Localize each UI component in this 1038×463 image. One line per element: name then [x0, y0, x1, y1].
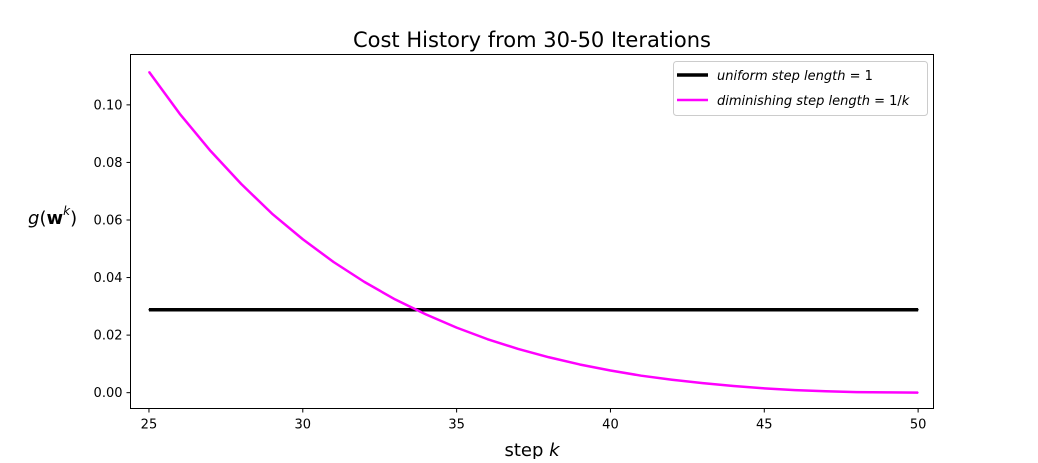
data-point-s0-24	[886, 309, 888, 311]
data-point-s1-19	[732, 385, 735, 387]
plot-frame	[130, 54, 934, 409]
data-point-s0-5	[302, 309, 304, 311]
plot-area	[147, 71, 919, 394]
legend-label-diminishing: diminishing step length = 1/k	[717, 94, 910, 109]
x-tick-label-3: 40	[602, 418, 619, 433]
data-point-s1-12	[517, 348, 519, 350]
y-tick-label-3: 0.06	[94, 213, 123, 228]
data-point-s0-1	[179, 309, 181, 311]
data-point-s1-1	[179, 113, 181, 115]
legend: uniform step length = 1 diminishing step…	[673, 61, 928, 116]
y-axis-label-open: (	[39, 208, 46, 229]
x-tick-label-0: 25	[141, 418, 158, 433]
data-point-s1-5	[302, 238, 304, 240]
x-tick-label-1: 30	[295, 418, 312, 433]
data-point-s1-10	[456, 327, 458, 329]
x-tick-label-2: 35	[448, 418, 465, 433]
data-point-s0-10	[456, 309, 458, 311]
y-tick-label-2: 0.04	[94, 271, 123, 286]
data-point-s1-16	[640, 375, 642, 377]
data-point-s1-7	[363, 281, 365, 283]
data-point-s0-22	[825, 309, 827, 311]
data-point-s0-3	[240, 309, 242, 311]
data-point-s0-15	[609, 309, 612, 311]
legend-label-uniform-eq: = 1	[845, 69, 872, 84]
y-axis-label-sup: k	[63, 204, 71, 218]
x-tick-label-4: 45	[756, 418, 773, 433]
chart-title: Cost History from 30-50 Iterations	[353, 28, 711, 52]
data-point-s1-25	[917, 392, 919, 394]
data-point-s0-25	[917, 309, 919, 311]
legend-label-uniform: uniform step length = 1	[717, 69, 873, 84]
y-axis-label-close: )	[70, 208, 77, 229]
data-point-s0-17	[671, 309, 673, 311]
data-point-s0-6	[332, 309, 335, 311]
data-point-s0-16	[640, 309, 642, 311]
data-point-s0-23	[855, 309, 858, 311]
x-axis-label: step k	[504, 440, 561, 459]
y-axis: 0.00 0.02 0.04 0.06 0.08 0.10	[94, 98, 131, 401]
x-axis-label-var: k	[549, 440, 561, 459]
y-tick-label-5: 0.10	[94, 98, 123, 113]
series-line-1	[147, 71, 919, 394]
data-point-s0-8	[394, 309, 396, 311]
data-point-s1-22	[825, 390, 827, 392]
data-point-s1-15	[609, 369, 612, 372]
data-point-s0-4	[271, 309, 273, 311]
data-point-s0-14	[579, 309, 581, 311]
y-tick-label-4: 0.08	[94, 156, 123, 171]
data-point-s1-11	[486, 338, 488, 340]
y-tick-label-1: 0.02	[94, 329, 123, 344]
data-point-s1-18	[702, 382, 704, 384]
legend-label-diminishing-var: k	[902, 94, 910, 109]
data-point-s0-19	[732, 309, 735, 311]
data-point-s0-20	[763, 309, 765, 311]
data-point-s1-21	[794, 389, 796, 391]
data-point-s1-17	[671, 379, 673, 381]
data-point-s1-9	[425, 313, 427, 315]
data-point-s0-2	[209, 309, 212, 311]
data-point-s1-3	[240, 183, 242, 185]
x-tick-label-5: 50	[910, 418, 927, 433]
data-point-s1-2	[209, 150, 212, 152]
y-axis-label: g(wk)	[28, 204, 77, 229]
x-axis: 25 30 35 40 45 50	[141, 408, 927, 433]
data-point-s0-12	[517, 309, 519, 311]
data-point-s1-0	[148, 71, 150, 73]
data-point-s0-11	[486, 309, 488, 311]
legend-label-diminishing-eq: = 1/	[870, 94, 902, 109]
y-axis-label-g: g	[28, 208, 39, 229]
y-tick-label-0: 0.00	[94, 386, 123, 401]
data-point-s1-23	[855, 391, 858, 393]
data-point-s1-24	[886, 391, 888, 393]
data-point-s0-9	[425, 309, 427, 311]
data-point-s0-18	[702, 309, 704, 311]
data-point-s0-0	[148, 309, 150, 311]
x-axis-label-prefix: step	[504, 440, 549, 459]
data-point-s1-20	[763, 387, 765, 389]
legend-label-diminishing-main: diminishing step length	[717, 94, 870, 109]
data-point-s1-6	[332, 261, 335, 263]
data-point-s1-8	[394, 298, 396, 301]
data-point-s0-13	[548, 309, 550, 311]
data-point-s1-14	[579, 363, 581, 366]
data-point-s1-4	[271, 213, 273, 215]
data-point-s0-21	[794, 309, 796, 311]
legend-box	[673, 61, 928, 116]
data-point-s1-13	[548, 356, 550, 358]
data-point-s0-7	[363, 309, 365, 311]
y-axis-label-w: w	[46, 208, 63, 229]
legend-label-uniform-main: uniform step length	[717, 69, 845, 84]
